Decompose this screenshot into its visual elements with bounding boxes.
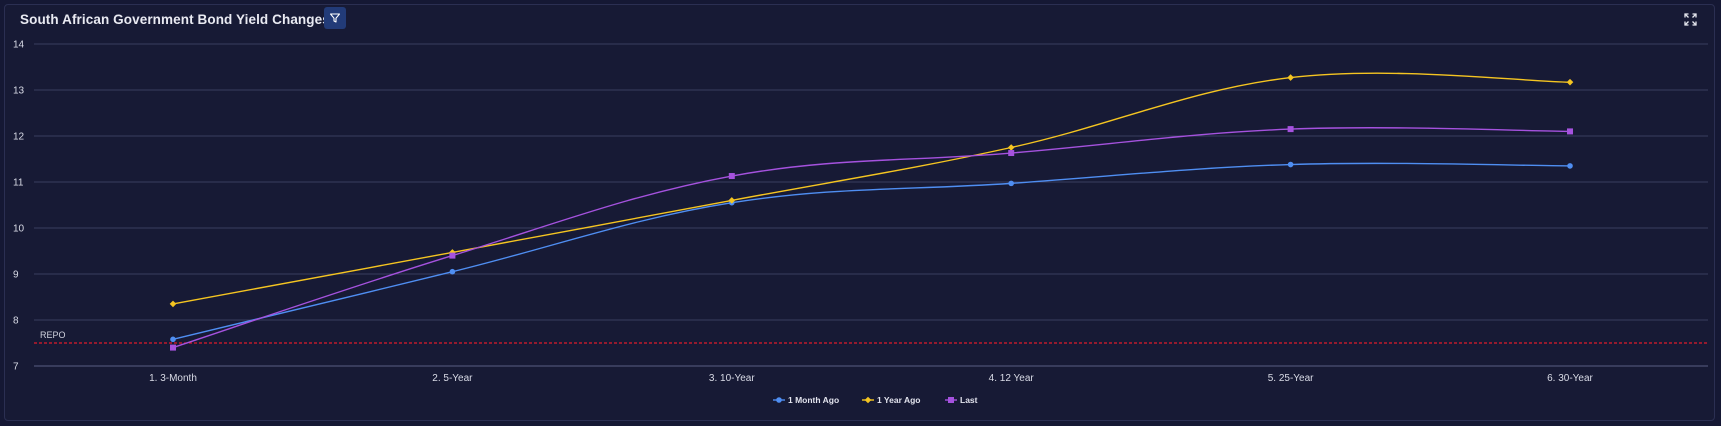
chart-title: South African Government Bond Yield Chan… xyxy=(20,12,330,27)
x-tick-label: 6. 30-Year xyxy=(1547,373,1593,384)
filter-button[interactable] xyxy=(324,7,346,29)
data-point xyxy=(1567,128,1573,135)
x-tick-label: 3. 10-Year xyxy=(709,373,755,384)
series-0 xyxy=(170,161,1573,343)
data-point xyxy=(449,252,456,259)
y-tick-label: 12 xyxy=(13,132,25,143)
data-point xyxy=(1287,161,1294,168)
legend: 1 Month Ago 1 Year Ago Last xyxy=(773,395,978,405)
chart-panel xyxy=(4,4,1715,421)
series-line xyxy=(172,162,1571,341)
x-tick-label: 5. 25-Year xyxy=(1268,373,1314,384)
reference-lines: REPO xyxy=(34,330,1708,344)
data-point xyxy=(1287,126,1294,133)
y-tick-label: 14 xyxy=(13,40,25,51)
y-tick-label: 10 xyxy=(13,224,25,235)
x-tick-label: 4. 12 Year xyxy=(989,373,1035,384)
data-point xyxy=(1008,180,1014,187)
y-tick-label: 11 xyxy=(13,178,24,189)
data-point xyxy=(170,344,176,351)
series-line xyxy=(172,127,1571,349)
x-axis-ticks: 1. 3-Month 2. 5-Year 3. 10-Year 4. 12 Year 5… xyxy=(149,373,1593,384)
series-1 xyxy=(169,72,1574,308)
y-tick-label: 8 xyxy=(13,316,19,327)
y-axis-ticks: 7 8 9 10 11 12 13 14 xyxy=(13,40,25,373)
legend-marker xyxy=(776,397,782,403)
legend-marker xyxy=(864,396,872,404)
data-point xyxy=(449,268,456,275)
repo-label: REPO xyxy=(40,330,66,340)
data-point xyxy=(1566,78,1574,86)
legend-label: Last xyxy=(960,395,978,405)
y-tick-label: 7 xyxy=(13,362,19,373)
data-point xyxy=(728,197,736,204)
data-point xyxy=(170,336,176,343)
legend-label: 1 Month Ago xyxy=(788,395,839,405)
series-line xyxy=(172,72,1571,305)
legend-label: 1 Year Ago xyxy=(877,395,920,405)
y-tick-label: 9 xyxy=(13,270,19,281)
data-point xyxy=(1287,74,1294,81)
data-point xyxy=(1007,144,1015,151)
series-lines xyxy=(169,72,1574,351)
data-point xyxy=(1008,150,1015,157)
y-tick-label: 13 xyxy=(13,86,25,97)
expand-button[interactable] xyxy=(1682,11,1698,27)
data-point xyxy=(1567,163,1573,169)
filter-icon xyxy=(329,13,341,23)
data-point xyxy=(728,173,735,180)
series-2 xyxy=(170,126,1573,351)
legend-marker xyxy=(948,397,954,403)
data-point xyxy=(169,300,177,308)
expand-icon xyxy=(1683,12,1697,26)
x-tick-label: 2. 5-Year xyxy=(432,373,473,384)
x-tick-label: 1. 3-Month xyxy=(149,373,197,384)
grid-lines xyxy=(34,43,1708,367)
